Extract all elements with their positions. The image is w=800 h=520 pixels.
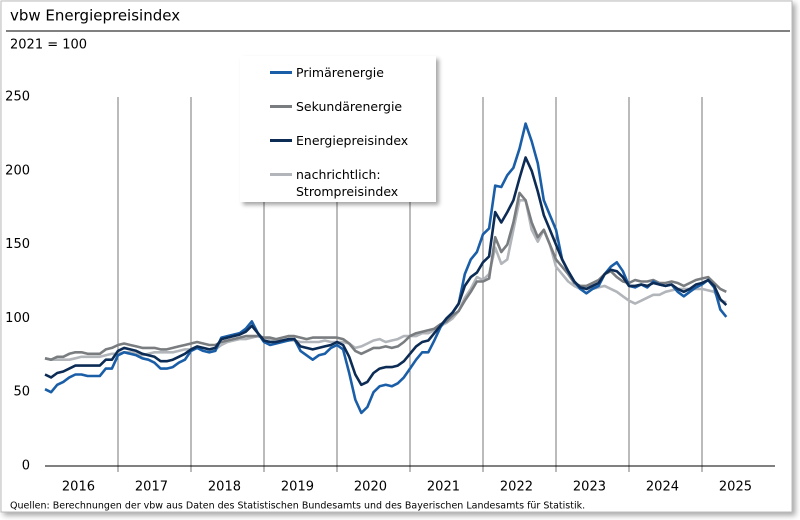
x-tick-label: 2021 (427, 480, 460, 495)
legend: Primärenergie Sekundärenergie Energiepreis… (240, 56, 436, 202)
source: Quellen: Berechnungen der vbw aus Daten … (10, 501, 585, 512)
legend-item: Primärenergie (270, 64, 426, 81)
chart-title: vbw Energiepreisindex (10, 7, 180, 25)
legend-item: Energiepreisindex (270, 132, 426, 149)
y-tick-label: 200 (5, 163, 30, 178)
x-tick-label: 2017 (135, 480, 168, 495)
y-tick-label: 150 (5, 237, 30, 252)
series-line (44, 191, 727, 361)
legend-swatch (270, 71, 292, 74)
legend-label: Sekundärenergie (296, 99, 403, 114)
x-tick-label: 2024 (646, 480, 679, 495)
x-tick-label: 2020 (354, 480, 387, 495)
y-tick-label: 50 (13, 385, 30, 400)
series-line (44, 122, 728, 415)
x-tick-label: 2023 (573, 480, 606, 495)
legend-item: nachrichtlich: Strompreisindex (270, 166, 426, 200)
legend-label: Energiepreisindex (296, 133, 409, 148)
y-tick-label: 100 (5, 311, 30, 326)
series-line (44, 199, 727, 361)
legend-swatch (270, 139, 292, 142)
subtitle: 2021 = 100 (10, 38, 87, 53)
x-tick-label: 2016 (62, 480, 95, 495)
x-tick-label: 2025 (719, 480, 752, 495)
y-tick-label: 0 (22, 459, 30, 474)
legend-item: Sekundärenergie (270, 98, 426, 115)
legend-swatch (270, 105, 292, 108)
x-tick-label: 2022 (500, 480, 533, 495)
x-tick-label: 2019 (281, 480, 314, 495)
legend-label: nachrichtlich: Strompreisindex (296, 167, 399, 199)
legend-swatch (270, 173, 292, 176)
x-tick-label: 2018 (208, 480, 241, 495)
legend-label: Primärenergie (296, 65, 384, 80)
series-line (44, 156, 728, 387)
y-tick-label: 250 (5, 90, 30, 105)
